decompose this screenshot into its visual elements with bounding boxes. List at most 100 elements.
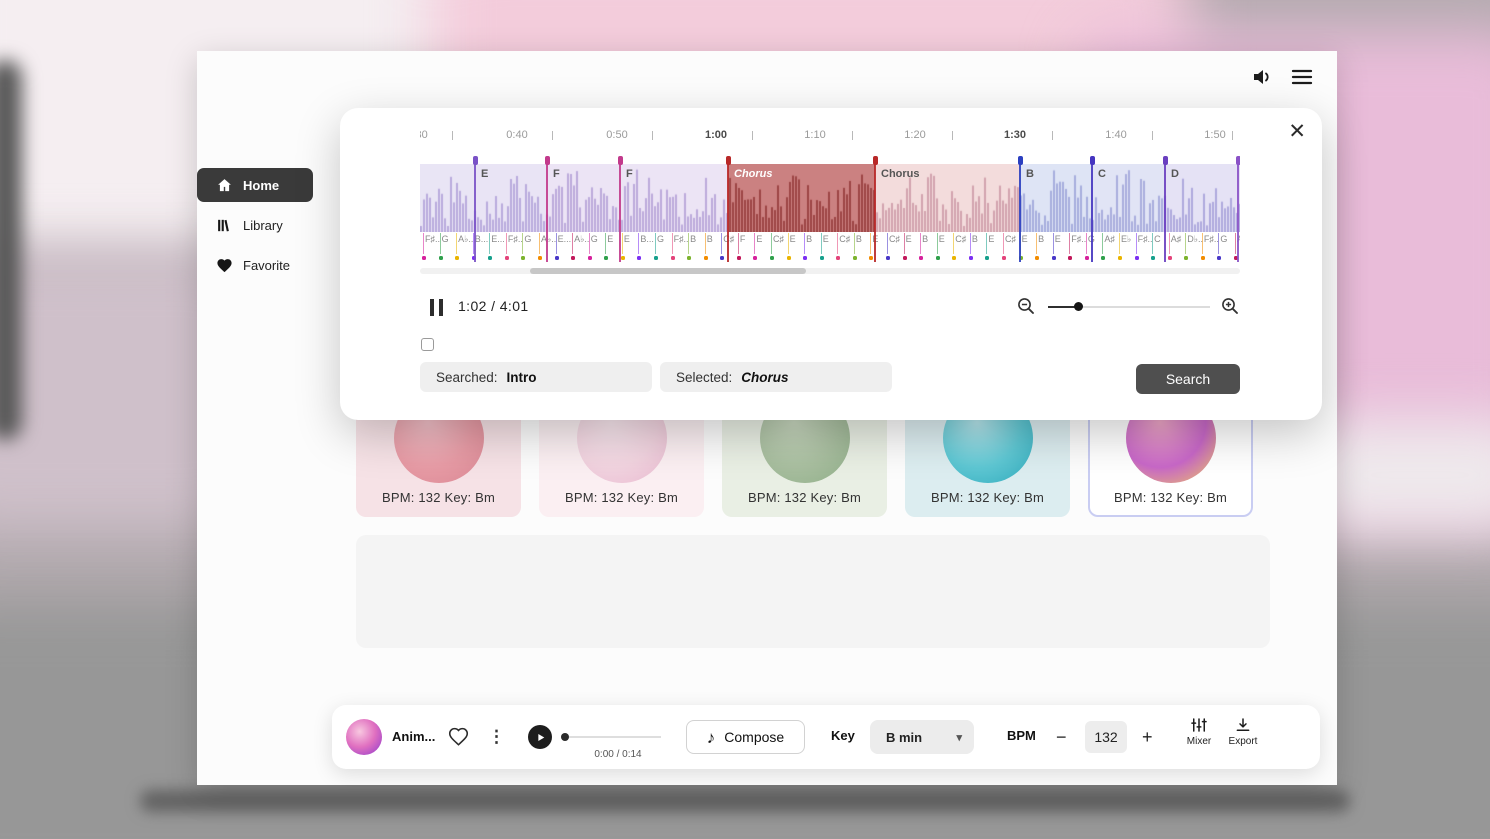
- section-marker-pin[interactable]: [473, 156, 478, 165]
- section-search-modal: ✕ 0:30 0:40 0:50 1:00 1:10 1:20 1:30 1:40 1:50 E…: [340, 108, 1322, 420]
- chord-dot: [422, 256, 426, 260]
- chord-label: A♭..: [458, 234, 474, 244]
- chord-line: [1235, 233, 1236, 254]
- chord-line: [555, 233, 557, 254]
- chord-label: B: [971, 234, 978, 244]
- chord-dot: [1035, 256, 1040, 260]
- chord-line: [671, 233, 673, 254]
- zoom-in-icon[interactable]: [1220, 296, 1240, 316]
- volume-icon[interactable]: [1249, 64, 1275, 90]
- chord-line: [1218, 233, 1220, 254]
- chord-label: B: [855, 234, 862, 244]
- chord-line: [721, 233, 723, 254]
- section-marker-pin[interactable]: [618, 156, 623, 165]
- chord-label: E: [988, 234, 995, 244]
- checkbox[interactable]: [421, 338, 434, 351]
- chord-line: [505, 233, 507, 254]
- close-icon[interactable]: ✕: [1288, 120, 1306, 143]
- chord-line: [423, 233, 424, 254]
- chord-dot: [985, 256, 990, 260]
- chord-label: E♭: [1121, 234, 1132, 244]
- chord-label: E: [938, 234, 945, 244]
- chord-dot: [1051, 256, 1056, 260]
- timeline-scrollbar[interactable]: [420, 268, 1240, 274]
- chord-dot: [620, 256, 625, 260]
- scrollbar-thumb[interactable]: [530, 268, 806, 274]
- ruler-label: 1:20: [904, 129, 926, 141]
- track-title: Anim...: [392, 729, 436, 744]
- key-value: B min: [886, 729, 923, 745]
- chord-line: [853, 233, 855, 254]
- compose-button[interactable]: ♪ Compose: [686, 720, 805, 754]
- zoom-slider[interactable]: [1048, 302, 1210, 311]
- chord-label: F♯..: [1203, 234, 1219, 244]
- pause-button[interactable]: [430, 299, 443, 316]
- sidebar-item-favorite[interactable]: Favorite: [197, 248, 313, 282]
- chord-dot: [886, 256, 890, 260]
- key-label: Key: [831, 728, 855, 743]
- menu-icon[interactable]: [1289, 64, 1315, 90]
- progress-track[interactable]: [569, 736, 661, 738]
- chord-dot: [554, 256, 559, 260]
- section-marker-pin[interactable]: [1090, 156, 1095, 165]
- empty-panel: [356, 535, 1270, 648]
- key-dropdown[interactable]: B min ▾: [870, 720, 974, 754]
- chord-line: [489, 233, 491, 254]
- export-button[interactable]: Export: [1221, 716, 1265, 747]
- section-f[interactable]: [620, 164, 728, 232]
- sidebar-item-home[interactable]: Home: [197, 168, 313, 202]
- heart-icon: [215, 256, 233, 274]
- ruler-tick: [452, 131, 453, 140]
- section-marker-pin[interactable]: [545, 156, 550, 165]
- chord-label: F♯..: [673, 234, 689, 244]
- chord-dot: [836, 256, 841, 260]
- section-marker-line: [727, 161, 729, 262]
- search-button[interactable]: Search: [1136, 364, 1240, 394]
- mixer-button[interactable]: Mixer: [1177, 716, 1221, 747]
- chord-line: [539, 233, 540, 254]
- play-button[interactable]: [528, 725, 552, 749]
- wave-area: E F F Chorus Chorus B C D: [420, 156, 1240, 262]
- chord-line: [804, 233, 806, 254]
- card-bpm-key: BPM: 132 Key: Bm: [747, 490, 862, 505]
- chord-line: [621, 233, 623, 254]
- bpm-increase-button[interactable]: +: [1142, 727, 1153, 747]
- sidebar-item-library[interactable]: Library: [197, 208, 313, 242]
- zoom-out-icon[interactable]: [1016, 296, 1036, 316]
- chord-row: F♯.. G A♭.. B... E... F♯.. G A♭.. E... A♭.. G E E B..…: [420, 233, 1240, 263]
- ruler-label: 1:10: [804, 129, 826, 141]
- chord-label: E: [623, 234, 630, 244]
- chord-line: [1201, 233, 1203, 254]
- ruler-tick: [752, 131, 753, 140]
- chord-dot: [670, 256, 675, 260]
- zoom-slider-thumb[interactable]: [1074, 302, 1083, 311]
- section-marker-pin[interactable]: [1163, 156, 1168, 165]
- section-marker-pin[interactable]: [1236, 156, 1240, 165]
- chord-line: [870, 233, 872, 254]
- track-thumbnail[interactable]: [346, 719, 382, 755]
- bpm-decrease-button[interactable]: −: [1056, 727, 1067, 747]
- chord-line: [887, 233, 888, 254]
- chord-label: G: [441, 234, 449, 244]
- chord-line: [655, 233, 656, 254]
- section-marker-pin[interactable]: [873, 156, 878, 165]
- progress-handle[interactable]: [561, 733, 569, 741]
- section-marker-pin[interactable]: [1018, 156, 1023, 165]
- section-label: D: [1171, 168, 1179, 180]
- chord-label: E: [607, 234, 614, 244]
- chord-dot: [654, 256, 658, 260]
- chord-label: F: [739, 234, 746, 244]
- search-row: Searched: Intro Selected: Chorus Search: [420, 362, 1240, 394]
- sidebar-item-label: Favorite: [243, 257, 290, 273]
- chord-line: [605, 233, 607, 254]
- chord-dot: [438, 256, 443, 260]
- timeline[interactable]: 0:300:400:501:001:101:201:301:401:50 EFF…: [420, 128, 1240, 276]
- chord-label: E: [1054, 234, 1061, 244]
- ruler-label: 1:30: [1003, 129, 1027, 141]
- chord-dot: [1118, 256, 1122, 260]
- section-intro[interactable]: [420, 164, 475, 232]
- more-options-icon[interactable]: ⋮: [488, 727, 505, 746]
- section-marker-pin[interactable]: [726, 156, 731, 165]
- ruler-tick: [1052, 131, 1053, 140]
- favorite-icon[interactable]: [448, 726, 470, 748]
